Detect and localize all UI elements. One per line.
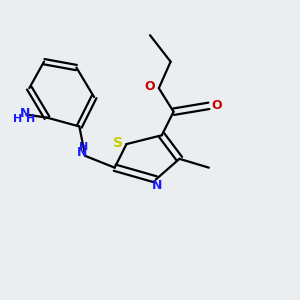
Text: H: H bbox=[14, 114, 23, 124]
Text: S: S bbox=[113, 136, 123, 150]
Text: H: H bbox=[26, 114, 35, 124]
Text: N: N bbox=[20, 107, 30, 120]
Text: N: N bbox=[77, 146, 88, 159]
Text: H: H bbox=[79, 142, 88, 152]
Text: O: O bbox=[145, 80, 155, 93]
Text: N: N bbox=[152, 179, 162, 192]
Text: O: O bbox=[212, 99, 222, 112]
